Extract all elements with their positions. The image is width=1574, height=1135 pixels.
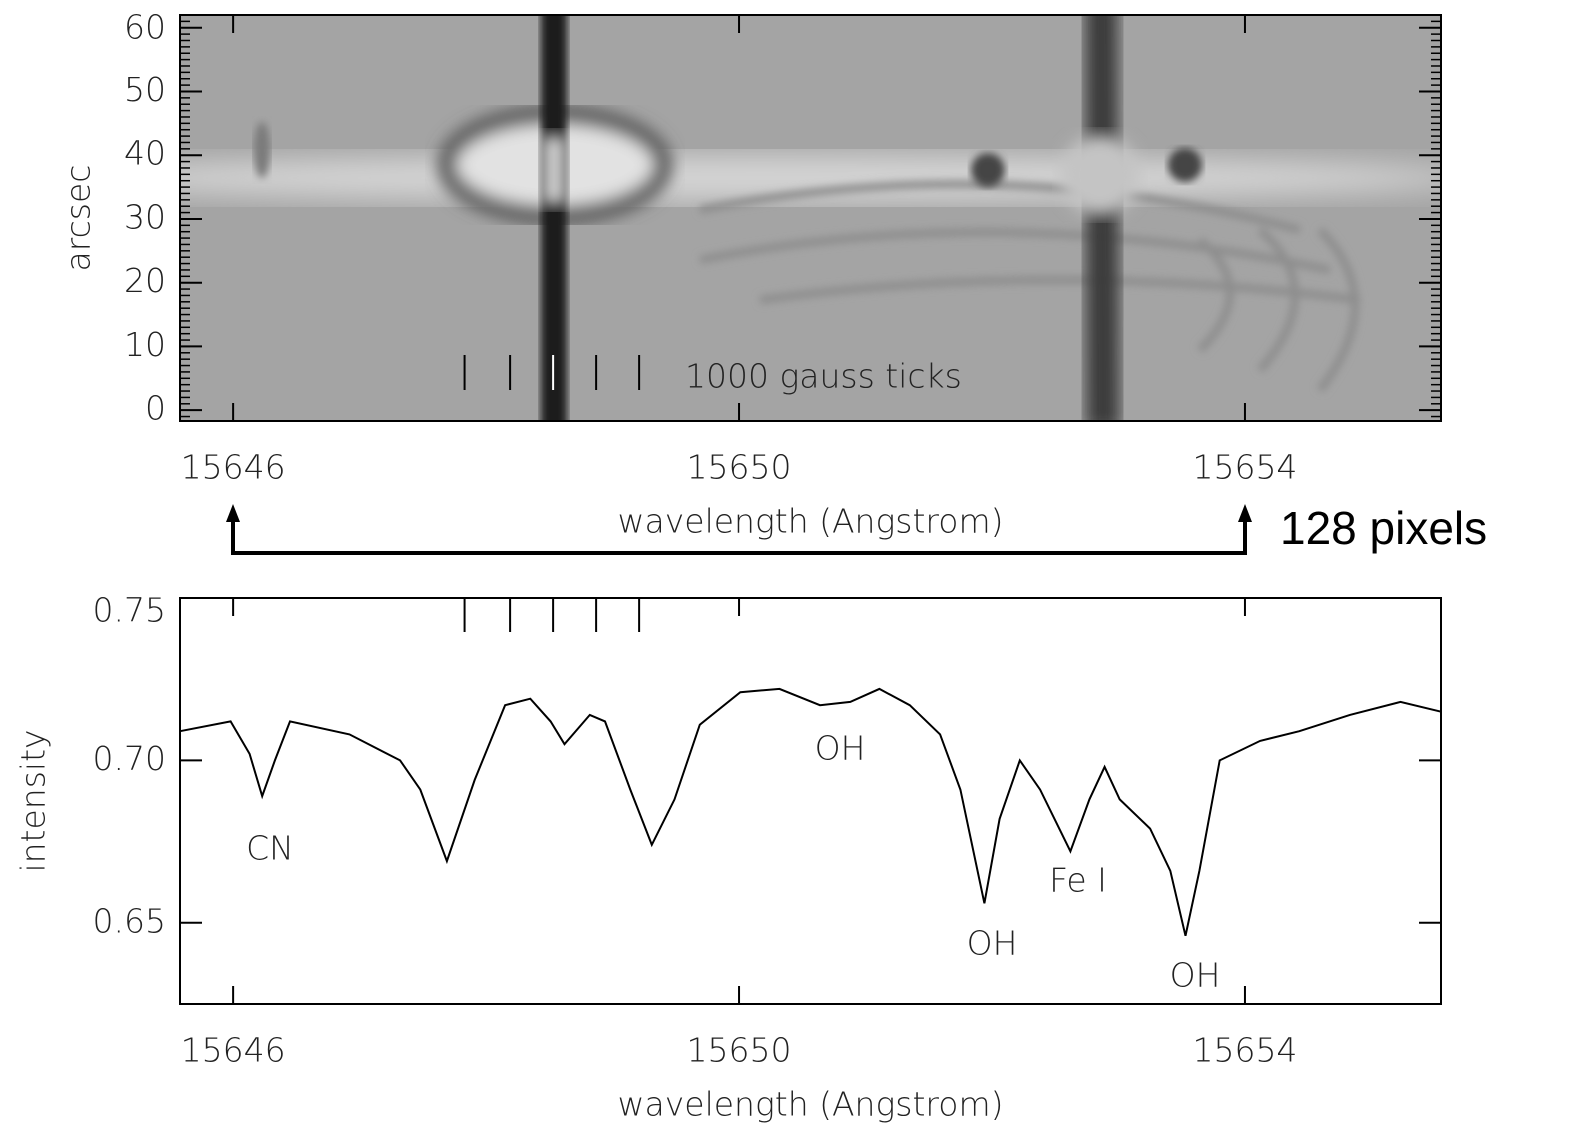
plot-frame (179, 597, 1442, 1005)
x-tick-label: 15654 (1192, 1031, 1297, 1070)
y-tick-label: 0.75 (93, 591, 166, 630)
x-tick-label: 15646 (181, 1031, 286, 1070)
marker-label: 1000 gauss ticks (685, 357, 962, 396)
span-arrow (231, 520, 1247, 555)
x-tick-label: 15646 (181, 448, 286, 487)
line-annotation: OH (967, 924, 1018, 963)
spectral-image (180, 15, 1441, 421)
spectrum-line (179, 687, 1442, 937)
y-axis-label: intensity (14, 729, 53, 872)
x-axis-label: wavelength (Angstrom) (618, 502, 1004, 541)
line-annotation: OH (1170, 956, 1221, 995)
plot-frame (179, 14, 1442, 422)
y-tick-label: 40 (124, 134, 166, 173)
line-annotation: Fe I (1049, 861, 1107, 900)
x-tick-label: 15650 (687, 1031, 792, 1070)
y-tick-label: 50 (124, 70, 166, 109)
span-annotation: 128 pixels (1280, 502, 1487, 554)
y-tick-label: 30 (124, 197, 166, 236)
y-tick-label: 0.70 (93, 739, 166, 778)
line-annotation: CN (246, 829, 294, 868)
y-tick-label: 60 (124, 8, 166, 47)
y-tick-label: 0 (145, 389, 166, 428)
x-axis-label: wavelength (Angstrom) (618, 1085, 1004, 1124)
x-tick-label: 15650 (687, 448, 792, 487)
y-axis-label: arcsec (59, 165, 98, 272)
y-tick-label: 10 (124, 325, 166, 364)
y-tick-label: 0.65 (93, 901, 166, 940)
line-annotation: OH (815, 729, 866, 768)
x-tick-label: 15654 (1192, 448, 1297, 487)
y-tick-label: 20 (124, 261, 166, 300)
